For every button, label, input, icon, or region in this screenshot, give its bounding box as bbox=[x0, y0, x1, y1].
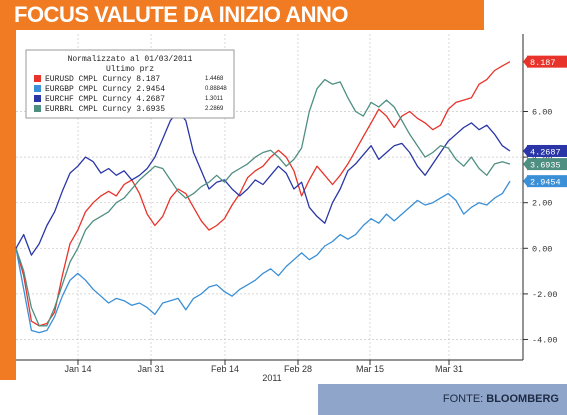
legend-value: 2.2869 bbox=[205, 106, 224, 112]
legend-swatch bbox=[34, 85, 41, 92]
last-value-label: 4.2687 bbox=[530, 147, 561, 157]
legend-label: EURCHF CMPL Curncy 4.2687 bbox=[45, 95, 165, 104]
headline-band: FOCUS VALUTE DA INIZIO ANNO bbox=[0, 0, 484, 30]
axes bbox=[16, 34, 524, 361]
last-value-label: 3.6935 bbox=[530, 161, 561, 171]
source-bar: FONTE: BLOOMBERG bbox=[318, 384, 567, 415]
legend-items: EURUSD CMPL Curncy 8.187 1.4468 EURGBP CMP… bbox=[34, 75, 227, 114]
y-tick-label: 0.00 bbox=[532, 244, 552, 254]
headline: FOCUS VALUTE DA INIZIO ANNO bbox=[14, 2, 349, 27]
y-tick-label: -2.00 bbox=[532, 290, 558, 300]
source-prefix: FONTE: bbox=[442, 393, 487, 405]
last-value-pointer bbox=[523, 56, 527, 67]
legend-value: 0.88848 bbox=[205, 86, 227, 92]
legend-title: Normalizzato al 01/03/2011 bbox=[68, 55, 193, 64]
last-value-pointer bbox=[523, 176, 527, 187]
series-line bbox=[15, 180, 511, 334]
legend: Normalizzato al 01/03/2011 Ultimo prz EU… bbox=[25, 49, 235, 119]
x-year-label: 2011 bbox=[262, 373, 281, 383]
x-tick-label: Mar 31 bbox=[435, 364, 463, 374]
y-tick-label: 2.00 bbox=[532, 199, 552, 209]
x-tick-label: Mar 15 bbox=[356, 364, 384, 374]
legend-label: EURGBP CMPL Curncy 2.9454 bbox=[45, 85, 165, 94]
series-lines bbox=[15, 61, 511, 334]
last-value-tag bbox=[527, 175, 567, 188]
legend-label: EURUSD CMPL Curncy 8.187 bbox=[45, 75, 160, 84]
legend-subtitle: Ultimo prz bbox=[106, 65, 154, 74]
source-name: BLOOMBERG bbox=[486, 393, 559, 405]
y-tick-label: 6.00 bbox=[532, 108, 552, 118]
series-line bbox=[15, 61, 511, 327]
series-line bbox=[15, 78, 511, 327]
legend-swatch bbox=[34, 75, 41, 82]
y-tick-label: -4.00 bbox=[532, 335, 558, 345]
legend-swatch bbox=[34, 105, 41, 112]
last-value-pointer bbox=[523, 159, 527, 170]
last-value-pointer bbox=[523, 145, 527, 156]
x-tick-label: Feb 14 bbox=[211, 364, 239, 374]
last-value-tag bbox=[527, 55, 567, 68]
legend-label: EURBRL CMPL Curncy 3.6935 bbox=[45, 105, 165, 114]
chart: Jan 14 Jan 31 Feb 14 Feb 28 Mar 15 Mar 31 201… bbox=[15, 34, 567, 383]
x-tick-label: Jan 31 bbox=[137, 364, 164, 374]
legend-box bbox=[25, 49, 235, 119]
x-tick-label: Jan 14 bbox=[64, 364, 91, 374]
last-value-label: 8.187 bbox=[530, 58, 556, 68]
last-value-labels: 8.187 2.9454 4.2687 3.6935 bbox=[523, 55, 567, 188]
last-value-tag bbox=[527, 144, 567, 157]
source-credit: FONTE: BLOOMBERG bbox=[443, 393, 559, 405]
legend-value: 1.3011 bbox=[205, 96, 224, 102]
last-value-label: 2.9454 bbox=[530, 178, 561, 188]
legend-value: 1.4468 bbox=[205, 76, 224, 82]
orange-side-bar bbox=[0, 0, 16, 380]
last-value-tag bbox=[527, 158, 567, 171]
legend-swatch bbox=[34, 95, 41, 102]
x-tick-labels: Jan 14 Jan 31 Feb 14 Feb 28 Mar 15 Mar 31 bbox=[64, 364, 463, 374]
x-tick-label: Feb 28 bbox=[284, 364, 312, 374]
series-line bbox=[15, 110, 511, 256]
